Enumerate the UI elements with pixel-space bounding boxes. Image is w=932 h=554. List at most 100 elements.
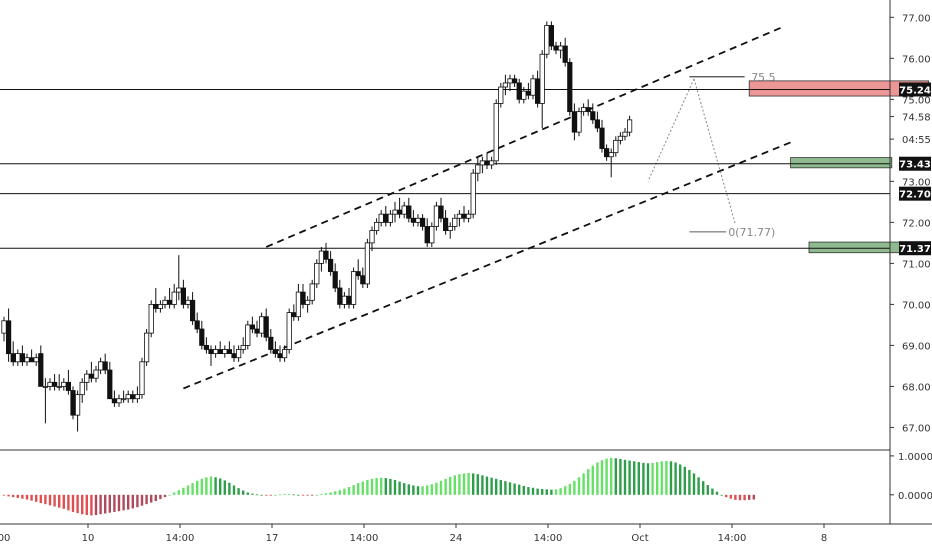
oscillator-bar [752, 494, 755, 500]
candle-body [116, 398, 122, 404]
fib-connector-left [647, 78, 695, 182]
oscillator-bar [274, 494, 277, 496]
price-tick-label: 04:55 [902, 135, 931, 146]
oscillator-bar [232, 485, 236, 495]
candle-body [189, 299, 196, 322]
candle-body [433, 205, 440, 227]
oscillator-bar [527, 487, 530, 495]
oscillator-bar [748, 494, 751, 500]
oscillator-bar [58, 494, 61, 508]
demand-zone-1 [790, 157, 893, 169]
candle-body [107, 369, 113, 400]
candle-body [562, 45, 568, 63]
oscillator-bar [205, 477, 208, 495]
oscillator-bar [541, 488, 544, 495]
oscillator-bar [688, 469, 691, 495]
oscillator-bar [725, 494, 728, 498]
candle-body [512, 78, 518, 84]
candle-body [84, 373, 90, 383]
candle-body [79, 381, 85, 396]
oscillator-bar [265, 494, 268, 496]
oscillator-bar [522, 485, 525, 495]
fib-label: 0(71.77) [728, 226, 775, 239]
oscillator-bar [605, 458, 608, 495]
oscillator-bar [2, 494, 6, 496]
price-tick-label: 75.00 [902, 95, 931, 106]
candle-body [502, 82, 509, 88]
candle-body [249, 324, 255, 330]
oscillator-bar [458, 474, 461, 495]
fib-connector-right [693, 78, 736, 225]
candles-layer [1, 21, 633, 432]
candle-body [516, 82, 522, 100]
oscillator-bar [545, 489, 548, 495]
candle-body [203, 345, 209, 350]
price-tick-label: 67.00 [902, 423, 931, 434]
candle-body [594, 119, 601, 129]
price-tick-label: 68.00 [902, 382, 931, 393]
time-tick-label: 14:00 [166, 533, 195, 544]
oscillator-bar [715, 491, 719, 495]
oscillator-bar [665, 460, 668, 495]
oscillator-bar [214, 477, 217, 495]
candle-body [6, 320, 12, 355]
candle-body [28, 357, 35, 363]
oscillator-bar [209, 476, 213, 495]
oscillator-bar [306, 494, 309, 496]
candle-body [42, 386, 49, 388]
candle-body [479, 160, 486, 166]
candle-body [608, 152, 614, 158]
oscillator-bar [587, 469, 590, 495]
candle-body [111, 398, 117, 404]
candle-body [263, 316, 269, 338]
oscillator-bar [145, 494, 148, 505]
oscillator-bar [85, 494, 88, 516]
oscillator-bar [260, 494, 263, 496]
price-tick-label: 72.00 [902, 218, 931, 229]
oscillator-bar [554, 489, 558, 495]
oscillator-bar [343, 488, 346, 495]
candle-body [254, 328, 260, 334]
oscillator-bar [596, 462, 599, 495]
oscillator-bar [656, 462, 659, 495]
oscillator-bar [628, 460, 631, 495]
oscillator-bar [301, 494, 305, 496]
price-tick-label: 69.00 [902, 341, 931, 352]
time-tick-label: 14:00 [534, 533, 563, 544]
candle-body [535, 78, 541, 104]
candle-body [622, 131, 628, 137]
oscillator-bar [278, 494, 282, 496]
candle-body [130, 394, 136, 400]
candle-body [521, 90, 527, 100]
oscillator-bar [163, 494, 167, 498]
oscillator-bar [393, 480, 397, 495]
candle-body [33, 357, 39, 363]
oscillator-bar [467, 473, 470, 495]
oscillator-bar [476, 474, 479, 495]
oscillator-bar [154, 494, 157, 502]
oscillator-bar [403, 483, 406, 495]
oscillator-bar [508, 482, 512, 495]
candle-body [286, 312, 292, 350]
price-tick-label: 77.00 [902, 13, 931, 24]
oscillator-bar [426, 485, 429, 495]
time-tick-label: 17 [266, 533, 279, 544]
price-tick-label: 73.00 [902, 177, 931, 188]
candle-body [544, 25, 550, 55]
oscillator-bar [237, 488, 240, 495]
oscillator-bar [711, 488, 714, 495]
candle-body [143, 332, 150, 363]
candle-body [212, 349, 219, 355]
oscillator-bar [219, 478, 222, 495]
oscillator-bar [361, 481, 364, 495]
oscillator-bar [25, 494, 29, 500]
candle-body [332, 271, 338, 289]
oscillator-bar [637, 462, 640, 495]
candle-body [291, 312, 297, 318]
oscillator-bar [444, 478, 447, 495]
candle-body [410, 217, 417, 223]
oscillator-bar [384, 478, 387, 495]
oscillator-bar [357, 483, 360, 495]
